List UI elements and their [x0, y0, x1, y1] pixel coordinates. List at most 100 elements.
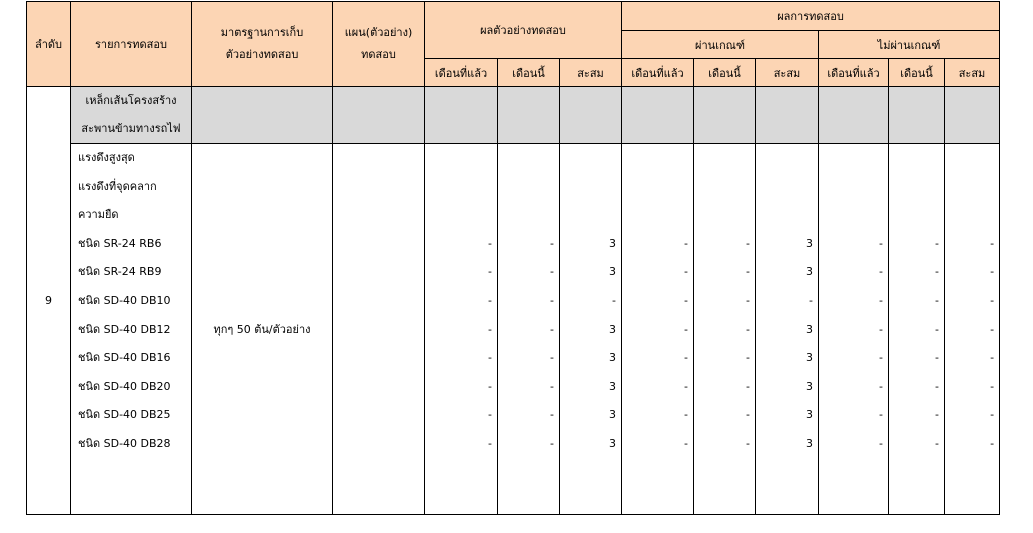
- header-sub-0: เดือนที่แล้ว: [424, 58, 498, 87]
- group-cell: [621, 86, 694, 144]
- value-cell: -: [550, 408, 554, 422]
- value-cell: -: [990, 351, 995, 365]
- header-pass: ผ่านเกณฑ์: [621, 30, 819, 59]
- value-column: - - - - - - - -: [424, 143, 498, 515]
- test-item: ชนิด SD-40 DB28: [78, 436, 171, 450]
- value-cell: -: [990, 293, 995, 307]
- blank-line: [622, 144, 693, 173]
- test-item: ชนิด SD-40 DB10: [78, 293, 171, 307]
- test-item: ชนิด SD-40 DB16: [78, 351, 171, 365]
- test-item: แรงดึงสูงสุด: [78, 151, 135, 164]
- value-cell: -: [990, 236, 995, 250]
- blank-line: [819, 144, 888, 173]
- value-cell: -: [550, 265, 554, 279]
- value-cell: -: [879, 293, 883, 307]
- blank-line: [889, 144, 944, 173]
- value-column: - - - - - - - -: [818, 143, 889, 515]
- row-number: 9: [26, 86, 71, 515]
- header-no: ลำดับ: [26, 1, 71, 87]
- value-cell: -: [935, 322, 939, 336]
- header-plan: แผน(ตัวอย่าง) ทดสอบ: [332, 1, 425, 87]
- value-cell: -: [746, 351, 750, 365]
- value-cell: -: [550, 436, 554, 450]
- header-fail: ไม่ผ่านเกณฑ์: [817, 30, 1001, 59]
- group-cell: [332, 86, 425, 144]
- value-cell: 3: [609, 322, 616, 336]
- group-cell: [693, 86, 756, 144]
- blank-line: [819, 201, 888, 230]
- blank-line: [694, 201, 755, 230]
- value-cell: -: [550, 236, 554, 250]
- group-cell: [497, 86, 560, 144]
- value-cell: -: [935, 436, 939, 450]
- blank-line: [560, 201, 621, 230]
- value-cell: 3: [609, 236, 616, 250]
- value-cell: 3: [609, 436, 616, 450]
- value-cell: -: [990, 265, 995, 279]
- value-cell: -: [746, 293, 750, 307]
- group-cell: [191, 86, 333, 144]
- blank-line: [756, 144, 818, 173]
- group-line: เหล็กเส้นโครงสร้าง: [85, 94, 177, 107]
- blank-line: [498, 201, 559, 230]
- value-cell: -: [935, 351, 939, 365]
- value-cell: 3: [806, 436, 813, 450]
- value-cell: 3: [609, 351, 616, 365]
- value-cell: -: [990, 408, 995, 422]
- value-cell: -: [990, 379, 995, 393]
- value-cell: -: [746, 408, 750, 422]
- group-name: เหล็กเส้นโครงสร้าง สะพานข้ามทางรถไฟ: [70, 86, 192, 144]
- test-item: ชนิด SD-40 DB25: [78, 408, 171, 422]
- test-items: แรงดึงสูงสุด แรงดึงที่จุดคลาก ความยืด ชนิด …: [70, 143, 192, 515]
- value-cell: -: [879, 322, 883, 336]
- value-cell: -: [612, 293, 616, 307]
- value-cell: 3: [609, 379, 616, 393]
- value-cell: -: [879, 436, 883, 450]
- value-cell: -: [684, 322, 688, 336]
- blank-line: [756, 173, 818, 202]
- value-cell: -: [550, 379, 554, 393]
- value-cell: -: [550, 293, 554, 307]
- blank-line: [425, 201, 497, 230]
- value-column: - - - - - - - -: [497, 143, 560, 515]
- value-cell: -: [550, 322, 554, 336]
- header-standard: มาตรฐานการเก็บ ตัวอย่างทดสอบ: [191, 1, 333, 87]
- plan-cell: [332, 143, 425, 515]
- value-cell: -: [684, 408, 688, 422]
- value-cell: -: [746, 265, 750, 279]
- value-cell: -: [488, 436, 492, 450]
- blank-line: [945, 173, 999, 202]
- value-cell: 3: [806, 236, 813, 250]
- value-cell: -: [684, 265, 688, 279]
- value-column: 3 3 - 3 3 3 3 3: [755, 143, 819, 515]
- value-cell: -: [879, 379, 883, 393]
- blank-line: [560, 144, 621, 173]
- group-cell: [755, 86, 819, 144]
- blank-line: [425, 173, 497, 202]
- value-cell: -: [879, 408, 883, 422]
- value-cell: -: [990, 322, 995, 336]
- blank-line: [498, 173, 559, 202]
- value-cell: -: [488, 379, 492, 393]
- test-item: ชนิด SR-24 RB9: [78, 265, 162, 279]
- value-cell: 3: [806, 379, 813, 393]
- header-item: รายการทดสอบ: [70, 1, 192, 87]
- value-column: - - - - - - - -: [693, 143, 756, 515]
- value-cell: 3: [806, 265, 813, 279]
- value-cell: -: [879, 351, 883, 365]
- value-cell: -: [935, 236, 939, 250]
- blank-line: [945, 144, 999, 173]
- blank-line: [560, 173, 621, 202]
- group-cell: [943, 86, 1001, 144]
- value-cell: 3: [806, 408, 813, 422]
- header-sample-result: ผลตัวอย่างทดสอบ: [424, 1, 622, 59]
- value-cell: -: [488, 293, 492, 307]
- value-cell: -: [746, 379, 750, 393]
- value-cell: -: [935, 408, 939, 422]
- blank-line: [889, 173, 944, 202]
- value-cell: -: [879, 236, 883, 250]
- header-sub-0: เดือนที่แล้ว: [621, 58, 694, 87]
- blank-line: [756, 201, 818, 230]
- value-cell: 3: [609, 408, 616, 422]
- blank-line: [622, 201, 693, 230]
